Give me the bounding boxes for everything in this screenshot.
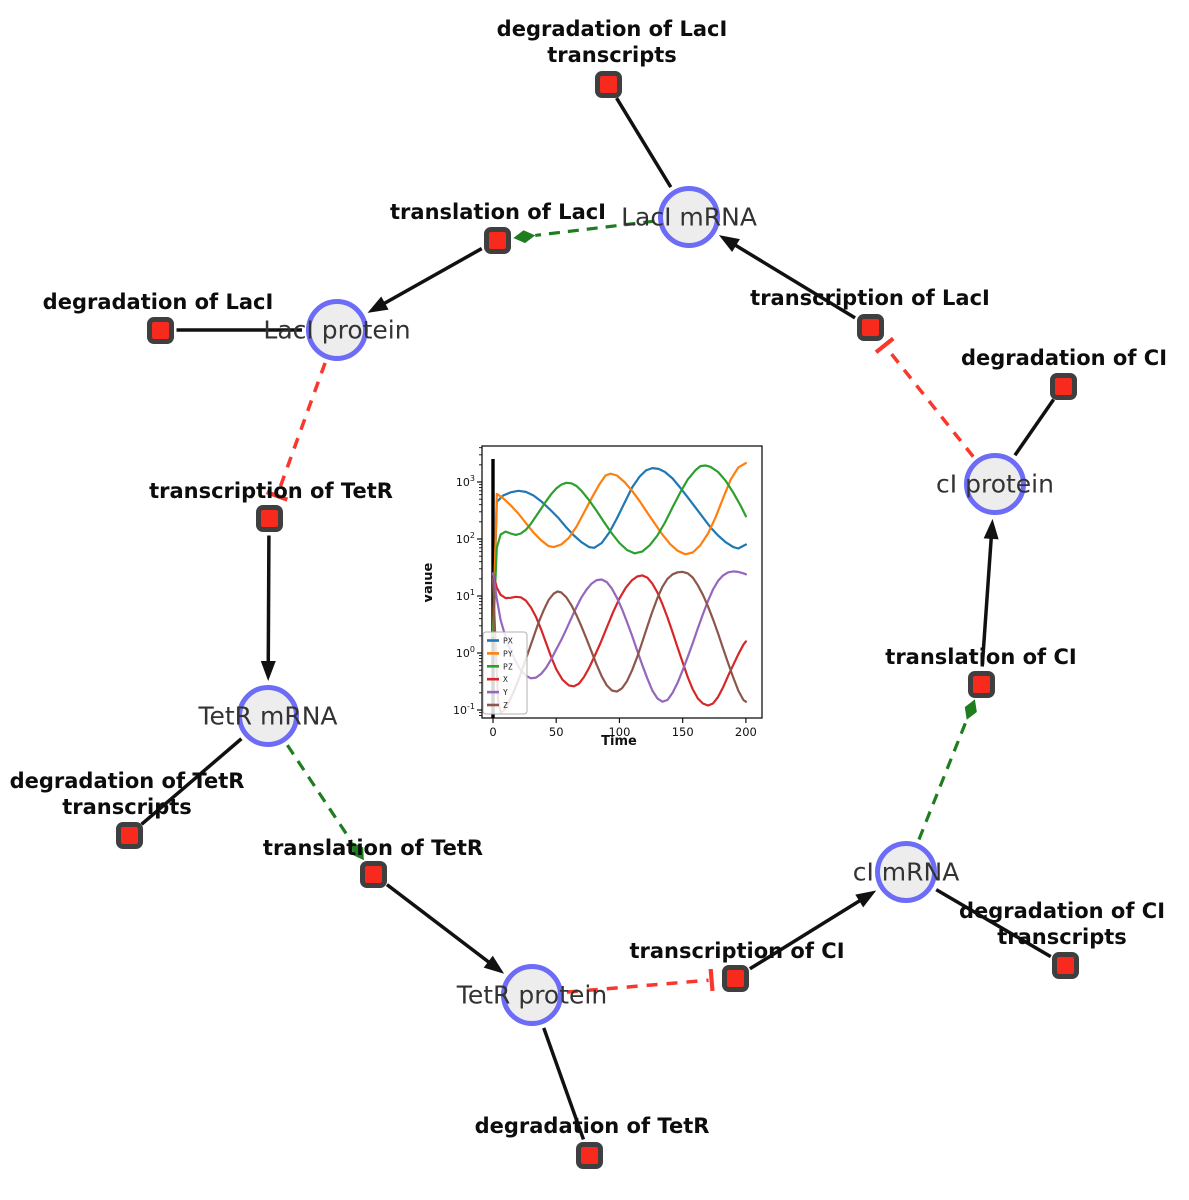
species-node-cI-protein[interactable] [964, 453, 1026, 515]
x-tick-label-150: 150 [672, 725, 694, 739]
reaction-label-translation-tetR: translation of TetR [262, 836, 484, 860]
legend: PX PY PZ XYZ [482, 631, 528, 715]
reaction-node-deg-tetR[interactable] [575, 1141, 603, 1169]
reaction-label-transcription-cI: transcription of CI [629, 939, 845, 963]
reaction-label-deg-lacI: degradation of LacI [42, 290, 274, 314]
species-node-cI-mrna[interactable] [875, 841, 937, 903]
edge-lacI-mrna-to-deg-lacI-transcripts [615, 97, 673, 189]
legend-entry-Y: Y [503, 688, 508, 697]
reaction-label-transcription-tetR: transcription of TetR [149, 479, 393, 503]
species-label-tetR-mrna: TetR mRNA [198, 701, 338, 731]
series-line-Y [491, 570, 747, 703]
reaction-node-translation-cI[interactable] [967, 670, 995, 698]
reaction-node-deg-lacI-transcripts[interactable] [594, 70, 622, 98]
edge-translation-tetR-to-tetR-protein-arrowhead [483, 955, 505, 974]
edge-translation-cI-to-cI-protein-arrowhead [983, 518, 999, 540]
timecourse-inset-plot: 0 50 100 150 20010-1100101102103TimeValuePXP… [425, 432, 775, 762]
reaction-label-transcription-lacI: transcription of LacI [750, 286, 990, 310]
edge-lacI-protein-to-transcription-tetR-tee-bar [265, 490, 289, 502]
reaction-label-deg-tetR-transcripts: degradation of TetR transcripts [9, 769, 245, 819]
edge-lacI-mrna-to-translation-lacI [535, 219, 655, 238]
edge-lacI-protein-to-transcription-tetR [276, 362, 327, 494]
edge-translation-lacI-to-lacI-protein-arrowhead [367, 296, 389, 313]
species-node-lacI-mrna[interactable] [658, 186, 720, 248]
edge-transcription-lacI-to-lacI-mrna-arrowhead [718, 235, 740, 252]
edge-cI-protein-to-deg-cI [1013, 398, 1056, 457]
reaction-node-transcription-tetR[interactable] [255, 504, 283, 532]
x-tick-label-100: 100 [608, 725, 630, 739]
edge-cI-mrna-to-deg-cI-transcripts [935, 888, 1052, 959]
species-node-lacI-protein[interactable] [306, 299, 368, 361]
legend-entry-PX: PX [503, 637, 513, 646]
series-line-Z [491, 570, 747, 714]
edge-cI-protein-to-transcription-lacI [885, 346, 975, 458]
reaction-node-deg-tetR-transcripts[interactable] [115, 821, 143, 849]
reaction-node-translation-lacI[interactable] [483, 226, 511, 254]
edge-translation-lacI-to-lacI-protein [375, 247, 483, 310]
reaction-node-deg-lacI[interactable] [146, 316, 174, 344]
series-line-PX [491, 466, 747, 637]
reaction-node-deg-cI-transcripts[interactable] [1051, 951, 1079, 979]
reaction-label-translation-cI: translation of CI [885, 645, 1077, 669]
edge-cI-mrna-to-translation-cI-diamond [964, 699, 977, 720]
edge-cI-protein-to-transcription-lacI-tee-bar [874, 336, 895, 354]
series-line-X [491, 572, 747, 707]
edge-tetR-protein-to-transcription-cI-tee-bar [708, 968, 715, 992]
species-label-lacI-mrna: LacI mRNA [621, 202, 757, 232]
reaction-node-transcription-lacI[interactable] [856, 313, 884, 341]
edge-transcription-tetR-to-tetR-mrna [266, 535, 271, 672]
reaction-node-translation-tetR[interactable] [359, 860, 387, 888]
species-label-lacI-protein: LacI protein [263, 315, 411, 345]
legend-entry-X: X [503, 675, 508, 684]
x-tick-label-200: 200 [735, 725, 757, 739]
species-label-cI-protein: cI protein [936, 469, 1054, 499]
species-label-tetR-protein: TetR protein [456, 980, 608, 1010]
species-node-tetR-protein[interactable] [501, 964, 563, 1026]
species-node-tetR-mrna[interactable] [237, 685, 299, 747]
x-axis-label: Time [601, 734, 637, 749]
legend-entry-Z: Z [503, 701, 508, 710]
reaction-label-deg-lacI-transcripts: degradation of LacI transcripts [496, 17, 728, 67]
legend-entry-PY: PY [503, 649, 513, 658]
edge-tetR-mrna-to-deg-tetR-transcripts [140, 737, 243, 826]
edge-transcription-cI-to-cI-mrna [748, 894, 869, 971]
species-label-cI-mrna: cI mRNA [852, 857, 960, 887]
reaction-node-transcription-cI[interactable] [721, 964, 749, 992]
edge-transcription-tetR-to-tetR-mrna-arrowhead [260, 660, 276, 682]
edge-lacI-mrna-to-translation-lacI-diamond [513, 230, 536, 244]
legend-entry-PZ: PZ [503, 662, 513, 671]
x-tick-label-50: 50 [549, 725, 564, 739]
edge-transcription-cI-to-cI-mrna-arrowhead [855, 890, 877, 908]
edge-cI-mrna-to-translation-cI [917, 719, 969, 841]
edge-tetR-mrna-to-translation-tetR [286, 744, 354, 843]
edge-tetR-protein-to-deg-tetR [542, 1027, 586, 1141]
edge-transcription-lacI-to-lacI-mrna [726, 238, 856, 320]
series-line-PZ [491, 464, 747, 637]
reaction-label-translation-lacI: translation of LacI [390, 200, 606, 224]
reaction-label-deg-cI-transcripts: degradation of CI transcripts [958, 899, 1166, 949]
series-line-PY [491, 462, 747, 637]
reaction-label-deg-tetR: degradation of TetR [474, 1114, 710, 1138]
edge-tetR-protein-to-transcription-cI [566, 978, 709, 994]
edge-tetR-mrna-to-translation-tetR-diamond [351, 841, 364, 861]
y-axis-label: Value [425, 562, 436, 603]
reaction-node-deg-cI[interactable] [1049, 372, 1077, 400]
x-tick-label-0: 0 [489, 725, 496, 739]
edge-translation-tetR-to-tetR-protein [385, 883, 498, 970]
edge-translation-cI-to-cI-protein [980, 528, 994, 667]
reaction-label-deg-cI: degradation of CI [960, 346, 1168, 370]
